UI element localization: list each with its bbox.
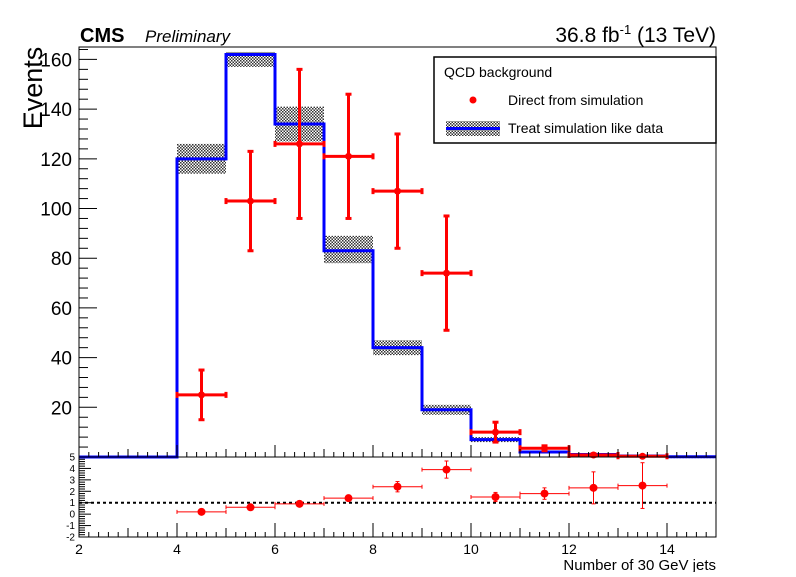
lumi-exponent: -1 <box>620 22 632 37</box>
ratio-frame <box>78 456 717 538</box>
lumi-label: 36.8 fb-1 (13 TeV) <box>555 22 716 47</box>
simulation-point <box>443 269 450 277</box>
simulation-point <box>296 140 303 148</box>
ratio-point <box>442 465 451 474</box>
legend: QCD background Direct from simulation Tr… <box>433 56 717 144</box>
ratio-y-tick-label: -2 <box>66 533 75 544</box>
y-tick-label: 160 <box>40 50 72 71</box>
simulation-point <box>247 197 254 205</box>
ratio-point <box>295 499 304 508</box>
x-tick-label: 6 <box>271 541 279 557</box>
simulation-point <box>394 187 401 195</box>
legend-label-direct: Direct from simulation <box>508 92 643 108</box>
legend-label-treated: Treat simulation like data <box>508 120 663 136</box>
ratio-point <box>246 503 255 512</box>
y-tick-label: 60 <box>51 299 72 320</box>
ratio-y-tick-label: 3 <box>69 475 75 486</box>
ratio-point <box>344 494 353 503</box>
y-tick-label: 100 <box>40 200 72 221</box>
legend-header: QCD background <box>444 64 552 80</box>
ratio-point <box>393 482 402 491</box>
status-label: Preliminary <box>145 27 232 46</box>
lumi-value: 36.8 fb <box>555 24 619 47</box>
y-tick-label: 40 <box>51 349 72 370</box>
ratio-y-tick-label: 5 <box>69 453 75 464</box>
x-tick-label: 12 <box>561 541 577 557</box>
x-tick-label: 8 <box>369 541 377 557</box>
x-axis-title: Number of 30 GeV jets <box>563 557 716 572</box>
energy-label: (13 TeV) <box>631 24 716 47</box>
ratio-y-tick-label: 4 <box>69 464 75 475</box>
simulation-point <box>492 428 499 436</box>
ratio-point <box>491 493 500 501</box>
ratio-y-tick-label: 1 <box>69 498 75 509</box>
ratio-y-tick-label: 0 <box>69 510 75 521</box>
ratio-point <box>197 507 206 516</box>
ratio-point <box>638 481 647 490</box>
x-tick-label: 4 <box>173 541 181 557</box>
y-tick-label: 80 <box>51 249 72 270</box>
x-tick-label: 2 <box>75 541 83 557</box>
simulation-point <box>345 152 352 160</box>
ratio-y-tick-label: -1 <box>66 521 75 532</box>
y-tick-label: 140 <box>40 100 72 121</box>
y-axis-title: Events <box>18 47 48 130</box>
ratio-point <box>589 483 598 492</box>
simulation-point <box>639 452 646 460</box>
legend-marker-points <box>469 96 477 104</box>
simulation-point <box>541 444 548 452</box>
experiment-label: CMS <box>80 25 124 47</box>
x-tick-label: 14 <box>659 541 675 557</box>
y-tick-label: 20 <box>51 398 72 419</box>
x-tick-label: 10 <box>463 541 479 557</box>
y-tick-label: 120 <box>40 150 72 171</box>
ratio-point <box>540 489 549 498</box>
ratio-y-tick-label: 2 <box>69 487 75 498</box>
simulation-point <box>198 391 205 399</box>
